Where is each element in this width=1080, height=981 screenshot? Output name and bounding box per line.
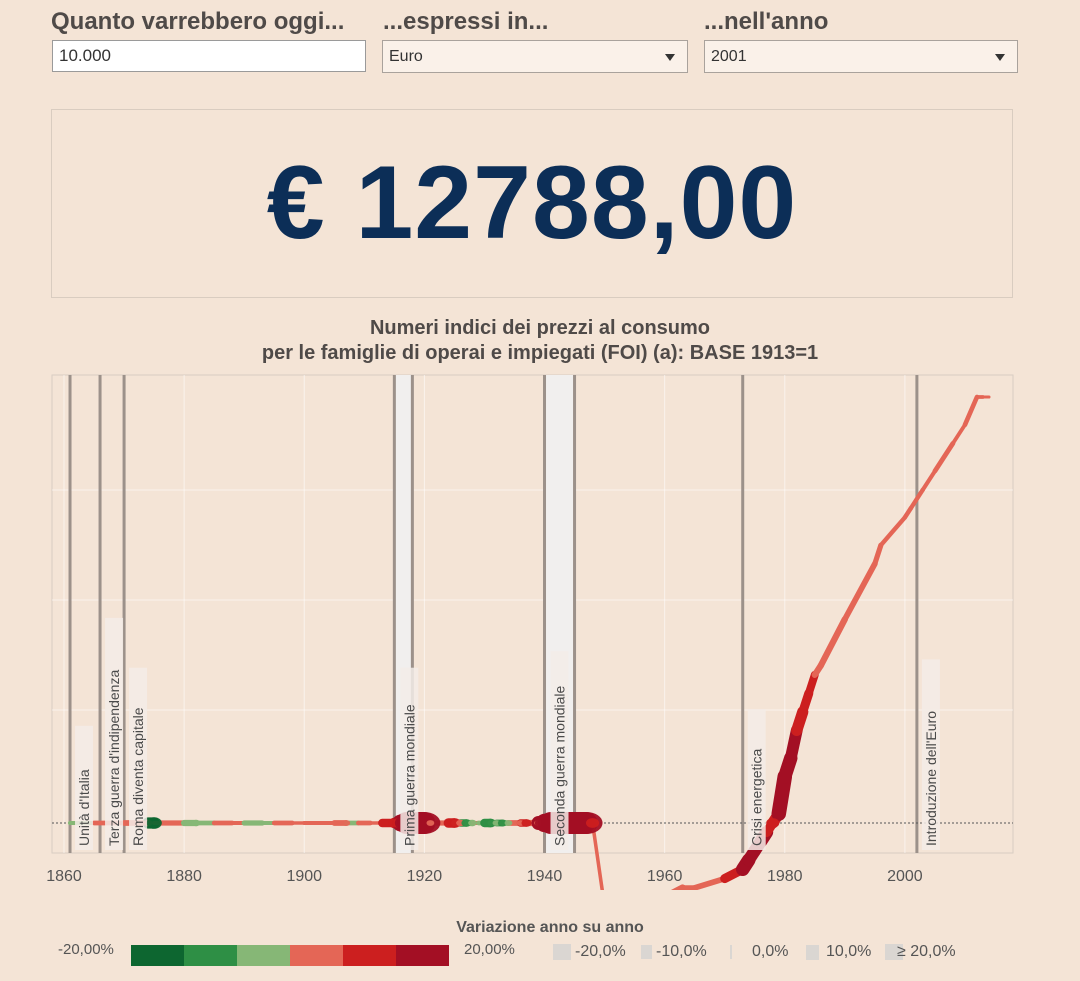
event-label-bg: [129, 667, 148, 850]
event-label: Seconda guerra mondiale: [550, 651, 569, 850]
event-label-text: Seconda guerra mondiale: [552, 685, 568, 846]
chevron-down-icon: [665, 54, 675, 61]
year-value: 2001: [711, 48, 747, 65]
data-point: [342, 820, 351, 826]
event-label-text: Unità d'Italia: [76, 769, 92, 846]
series-segment: [804, 670, 819, 698]
legend-swatch-pos-light: [290, 945, 343, 966]
event-label: Roma diventa capitale: [129, 667, 148, 850]
legend-swatch-neg-mid: [184, 945, 237, 966]
event-label: Unità d'Italia: [75, 725, 94, 850]
result-value: € 12788,00: [266, 145, 798, 261]
year-label: ...nell'anno: [704, 8, 829, 35]
x-tick-label: 1980: [767, 868, 803, 885]
size-label: -10,0%: [656, 943, 707, 960]
data-point: [191, 819, 201, 827]
event-label-text: Prima guerra mondiale: [401, 704, 417, 846]
data-point: [497, 819, 508, 827]
event-label: Introduzione dell'Euro: [921, 659, 940, 850]
series-segment: [691, 875, 728, 890]
data-point: [504, 820, 513, 826]
event-label-bg: [400, 667, 419, 850]
size-legend-item: -20,0%: [553, 943, 626, 961]
event-label-bg: [747, 709, 766, 850]
year-select[interactable]: 2001: [704, 40, 1018, 73]
event-label-text: Introduzione dell'Euro: [923, 711, 939, 846]
series-segment: [670, 884, 687, 890]
series-segment: [908, 487, 926, 511]
x-tick-label: 2000: [887, 868, 923, 885]
series-segment: [962, 394, 980, 428]
legend-swatch-pos-mid: [343, 945, 396, 966]
event-label-text: Roma diventa capitale: [130, 707, 146, 846]
series-segment: [590, 821, 605, 890]
event-label-text: Crisi energetica: [749, 749, 765, 846]
series-segment: [878, 515, 908, 548]
amount-input[interactable]: 10.000: [52, 40, 366, 72]
currency-label: ...espressi in...: [383, 8, 549, 35]
price-index-chart: Unità d'Italia Terza guerra d'indipendenz…: [46, 374, 1014, 890]
amount-label: Quanto varrebbero oggi...: [51, 8, 345, 35]
color-legend: [131, 945, 449, 966]
event-label: Terza guerra d'indipendenza: [105, 617, 124, 850]
event-label-bg: [550, 651, 569, 850]
x-tick-label: 1900: [286, 868, 322, 885]
size-legend-item: 0,0%: [730, 943, 788, 961]
data-point: [146, 817, 162, 829]
chevron-down-icon: [995, 54, 1005, 61]
event-label: Prima guerra mondiale: [400, 667, 419, 850]
series-segment: [841, 560, 878, 623]
x-tick-label: 1920: [407, 868, 443, 885]
event-label-text: Terza guerra d'indipendenza: [106, 670, 122, 846]
series-segment: [932, 440, 956, 474]
result-panel: € 12788,00: [51, 109, 1013, 298]
size-label: 10,0%: [826, 943, 872, 960]
series-segment: [951, 422, 967, 446]
legend-title: Variazione anno su anno: [456, 919, 644, 936]
size-legend-item: 10,0%: [806, 943, 871, 961]
size-label: 0,0%: [752, 943, 789, 960]
size-legend-item: ≥ 20,0%: [885, 943, 956, 961]
series-segment: [920, 469, 937, 492]
event-label-bg: [105, 617, 124, 850]
data-point: [521, 819, 532, 827]
legend-swatch-pos-dark: [396, 945, 449, 966]
series-segment: [872, 542, 884, 567]
x-tick-label: 1940: [527, 868, 563, 885]
size-swatch: [885, 944, 903, 960]
x-tick-label: 1860: [46, 868, 82, 885]
currency-value: Euro: [389, 48, 423, 65]
size-swatch: [730, 945, 732, 959]
event-label-bg: [921, 659, 940, 850]
data-point: [468, 819, 477, 827]
currency-select[interactable]: Euro: [382, 40, 688, 73]
legend-swatch-neg-dark: [131, 945, 184, 966]
size-legend-item: -10,0%: [641, 943, 707, 961]
event-label-bg: [75, 725, 94, 850]
legend-swatch-neg-light: [237, 945, 290, 966]
size-swatch: [553, 944, 571, 960]
data-point: [484, 818, 497, 828]
chart-title-line2: per le famiglie di operai e impiegati (F…: [261, 342, 819, 364]
chart-title-line1: Numeri indici dei prezzi al consumo: [369, 317, 711, 339]
data-point: [426, 820, 435, 826]
legend-min-label: -20,00%: [58, 941, 114, 958]
event-label: Crisi energetica: [747, 709, 766, 850]
size-swatch: [806, 944, 819, 960]
data-point: [586, 818, 600, 828]
series-segment: [817, 616, 848, 669]
size-swatch: [641, 945, 652, 959]
size-label: -20,0%: [575, 943, 626, 960]
size-label: ≥ 20,0%: [897, 943, 956, 960]
x-tick-label: 1960: [647, 868, 683, 885]
data-point: [461, 819, 472, 827]
x-tick-label: 1880: [166, 868, 202, 885]
plot-frame: [51, 374, 1014, 854]
legend-max-label: 20,00%: [464, 941, 515, 958]
data-point: [766, 818, 780, 828]
